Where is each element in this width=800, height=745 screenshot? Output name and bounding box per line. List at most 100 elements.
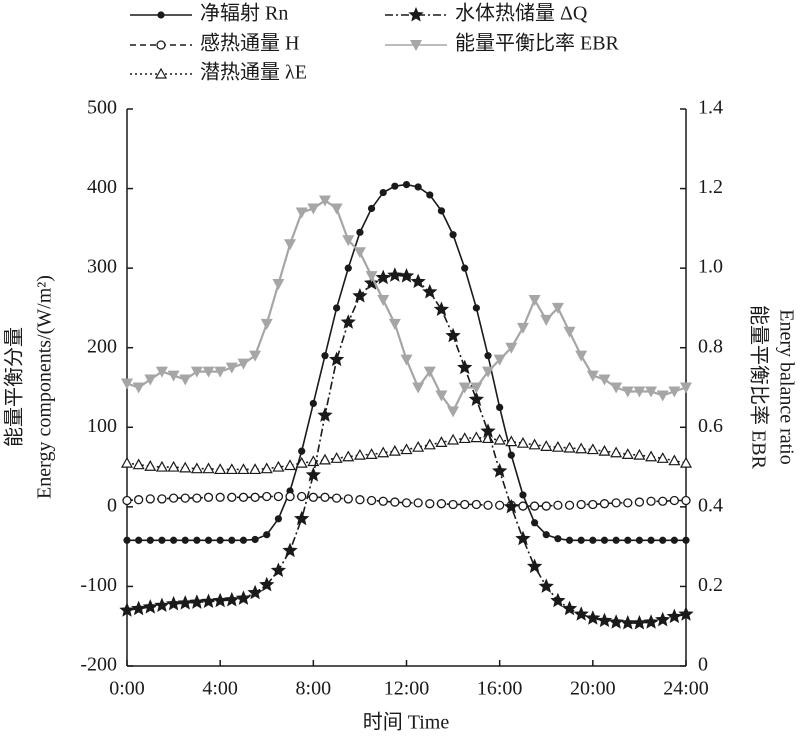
marker — [225, 463, 238, 475]
marker — [576, 499, 586, 510]
marker — [305, 466, 321, 482]
marker — [307, 203, 320, 215]
marker — [165, 595, 182, 611]
marker — [633, 386, 646, 398]
marker — [146, 536, 154, 544]
marker — [433, 301, 450, 317]
marker — [309, 399, 317, 408]
marker — [204, 536, 213, 544]
marker — [155, 366, 168, 378]
marker — [412, 382, 425, 394]
marker — [564, 500, 575, 510]
marker — [260, 318, 273, 330]
marker — [142, 599, 158, 614]
legend-marker — [157, 11, 165, 19]
marker — [190, 462, 203, 474]
marker — [180, 493, 190, 503]
x-axis-title: 时间 Time — [363, 711, 450, 734]
marker — [645, 386, 658, 398]
legend-label: 潜热通量 λE — [200, 61, 307, 84]
y-tick-label: 200 — [87, 335, 117, 357]
marker — [366, 495, 377, 506]
marker — [344, 264, 352, 272]
legend-marker — [156, 40, 166, 50]
marker — [378, 496, 388, 506]
marker — [550, 592, 566, 608]
marker — [589, 536, 597, 544]
marker — [328, 351, 345, 367]
marker — [553, 500, 563, 510]
marker — [400, 354, 413, 366]
marker — [320, 492, 330, 502]
marker — [612, 536, 620, 544]
legend-item: 能量平衡比率 EBR — [385, 32, 620, 55]
marker — [414, 183, 422, 191]
y-tick-label: 300 — [87, 256, 117, 278]
y-tick-label: -100 — [80, 574, 117, 596]
legend-label: 感热通量 H — [200, 32, 299, 55]
marker — [634, 497, 645, 507]
marker — [528, 438, 541, 450]
marker — [123, 536, 131, 544]
marker — [273, 491, 284, 502]
marker — [130, 600, 147, 616]
legend-item: 净辐射 Rn — [130, 2, 288, 25]
x-tick-label: 20:00 — [570, 678, 616, 700]
marker — [472, 304, 480, 312]
marker — [493, 433, 506, 445]
marker — [355, 495, 365, 505]
marker — [200, 593, 217, 609]
marker — [272, 460, 285, 472]
y2-tick-label: 1.4 — [698, 97, 723, 119]
y2-tick-label: 1.0 — [698, 256, 723, 278]
marker — [542, 531, 550, 539]
marker — [402, 180, 411, 189]
marker — [342, 235, 355, 247]
marker — [655, 611, 671, 627]
marker — [249, 350, 262, 362]
marker — [621, 386, 634, 398]
marker — [646, 496, 656, 506]
marker — [538, 578, 554, 593]
marker — [387, 267, 403, 282]
marker — [237, 358, 250, 370]
marker — [577, 536, 585, 544]
x-tick-label: 16:00 — [477, 678, 523, 700]
x-tick-label: 12:00 — [384, 678, 430, 700]
marker — [635, 536, 644, 544]
marker — [503, 498, 519, 514]
marker — [633, 448, 646, 460]
marker — [445, 327, 461, 343]
legend-item: 潜热通量 λE — [130, 61, 307, 84]
marker — [216, 536, 224, 544]
marker — [423, 366, 436, 378]
marker — [238, 492, 249, 502]
marker — [379, 188, 387, 197]
marker — [656, 390, 669, 402]
marker — [251, 535, 259, 544]
marker — [377, 446, 390, 458]
marker — [656, 452, 669, 463]
marker — [330, 452, 343, 463]
marker — [666, 608, 683, 624]
y-tick-label: 400 — [87, 176, 117, 198]
marker — [540, 440, 553, 451]
marker — [377, 294, 390, 306]
marker — [528, 294, 541, 306]
marker — [435, 390, 448, 402]
marker — [586, 443, 599, 455]
marker — [177, 595, 193, 610]
marker — [285, 491, 295, 502]
marker — [425, 499, 435, 509]
marker — [353, 448, 366, 460]
marker — [363, 275, 380, 290]
marker — [202, 462, 215, 474]
marker — [193, 536, 201, 544]
marker — [263, 531, 271, 539]
marker — [621, 448, 634, 459]
marker — [681, 495, 691, 506]
marker — [551, 440, 564, 452]
marker — [505, 342, 518, 354]
marker — [493, 354, 506, 366]
